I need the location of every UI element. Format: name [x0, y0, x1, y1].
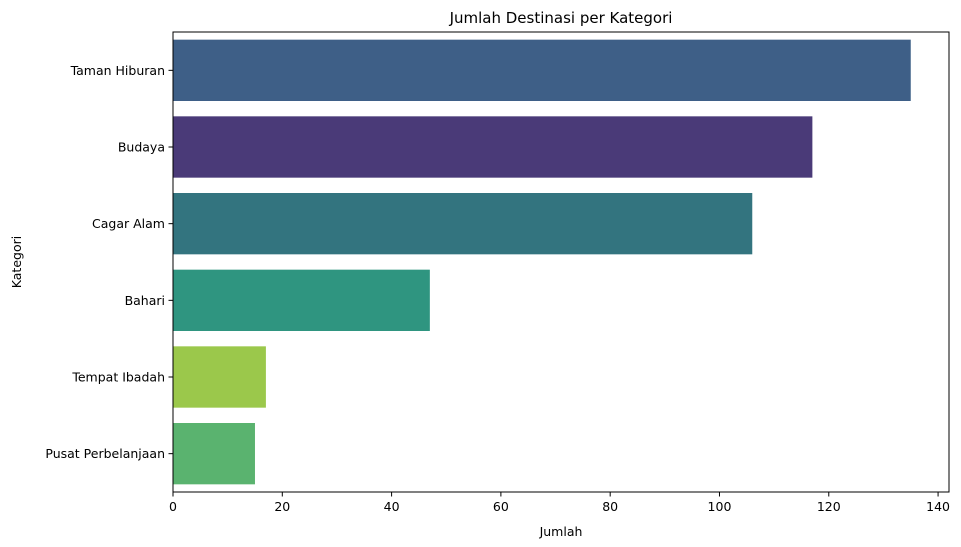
- x-tick-label: 140: [926, 499, 950, 514]
- y-axis-ticks: Taman Hiburan Budaya Cagar Alam Bahari Tempa…: [45, 63, 173, 461]
- x-tick-label: 60: [493, 499, 509, 514]
- x-axis-ticks: 0 20 40 60 80 100 120 140: [169, 492, 950, 514]
- bars-group: [173, 39, 911, 485]
- bar-cagar-alam: [173, 193, 753, 255]
- x-tick-label: 120: [817, 499, 841, 514]
- bar-bahari: [173, 269, 430, 331]
- y-tick-label: Tempat Ibadah: [71, 370, 165, 385]
- y-axis-label: Kategori: [9, 236, 24, 288]
- x-axis-label: Jumlah: [539, 524, 583, 539]
- x-tick-label: 40: [384, 499, 400, 514]
- y-tick-label: Bahari: [125, 293, 165, 308]
- x-tick-label: 80: [602, 499, 618, 514]
- bar-tempat-ibadah: [173, 346, 266, 408]
- bar-taman-hiburan: [173, 39, 911, 101]
- x-tick-label: 0: [169, 499, 177, 514]
- y-tick-label: Budaya: [118, 140, 165, 155]
- plot-frame: [172, 31, 950, 493]
- bar-pusat-perbelanjaan: [173, 423, 255, 485]
- chart-title: Jumlah Destinasi per Kategori: [449, 9, 673, 27]
- bar-budaya: [173, 116, 813, 178]
- y-tick-label: Taman Hiburan: [70, 63, 165, 78]
- y-tick-label: Cagar Alam: [92, 216, 165, 231]
- y-tick-label: Pusat Perbelanjaan: [45, 446, 165, 461]
- x-tick-label: 100: [708, 499, 732, 514]
- x-tick-label: 20: [274, 499, 290, 514]
